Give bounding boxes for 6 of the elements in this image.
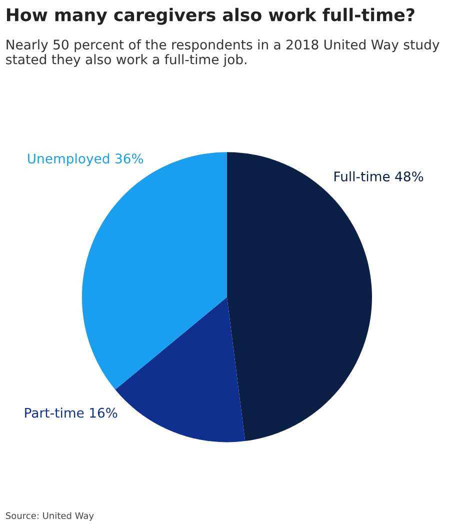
slice-label: Part-time 16% (25, 408, 118, 418)
slice-label: Full-time 48% (334, 171, 424, 182)
chart-subtitle: Nearly 50 percent of the respondents in a 2018 United Way study stated they also work a full-time job. (6, 39, 440, 67)
source-note: Source: United Way (6, 512, 94, 521)
chart-title: How many caregivers also work full-time? (6, 8, 414, 25)
slice-label: Unemployed 36% (28, 153, 144, 166)
